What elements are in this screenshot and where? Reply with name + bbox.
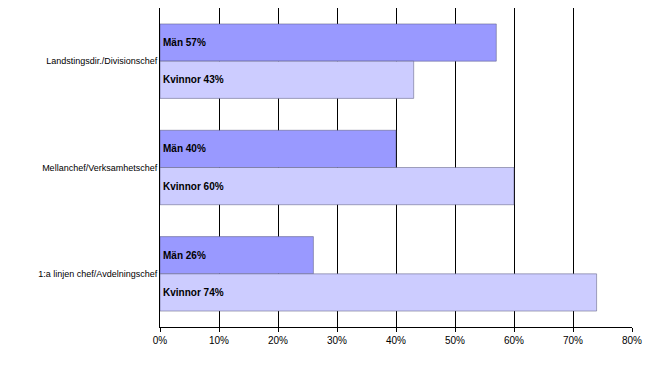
svg-text:50%: 50% [445,335,465,346]
svg-text:Män 40%: Män 40% [163,143,206,154]
svg-text:Landstingsdir./Divisionschef: Landstingsdir./Divisionschef [46,56,158,66]
svg-text:1:a linjen chef/Avdelningschef: 1:a linjen chef/Avdelningschef [38,269,157,279]
svg-text:80%: 80% [622,335,642,346]
svg-text:Kvinnor 60%: Kvinnor 60% [163,181,224,192]
svg-text:40%: 40% [386,335,406,346]
svg-text:60%: 60% [504,335,524,346]
svg-text:Kvinnor 43%: Kvinnor 43% [163,74,224,85]
svg-text:Kvinnor 74%: Kvinnor 74% [163,287,224,298]
svg-text:Män 57%: Män 57% [163,37,206,48]
svg-text:10%: 10% [209,335,229,346]
svg-text:Män 26%: Män 26% [163,250,206,261]
svg-text:Mellanchef/Verksamhetschef: Mellanchef/Verksamhetschef [42,163,158,173]
svg-text:20%: 20% [268,335,288,346]
svg-text:30%: 30% [327,335,347,346]
svg-text:70%: 70% [563,335,583,346]
svg-text:0%: 0% [153,335,168,346]
